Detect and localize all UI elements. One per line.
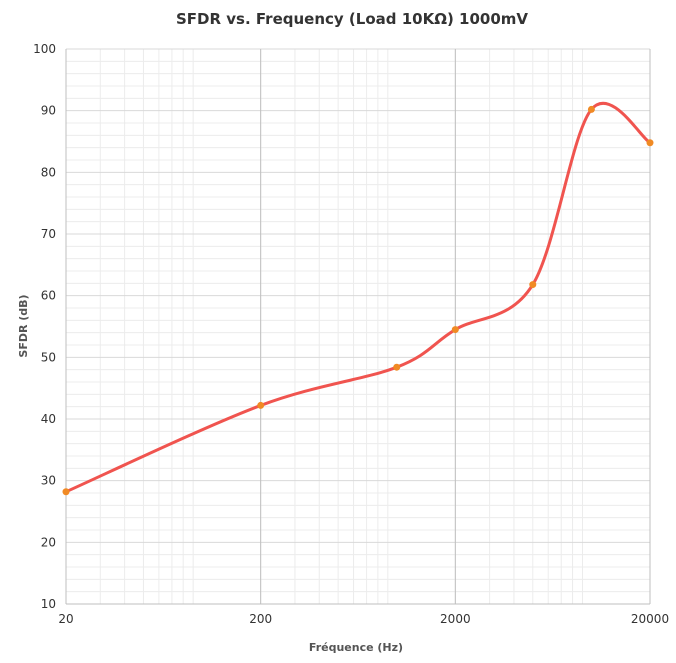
data-point — [62, 488, 70, 496]
major-gridlines — [65, 48, 651, 605]
data-point — [451, 326, 459, 334]
series-layer — [62, 101, 654, 496]
minor-gridlines — [66, 49, 650, 604]
y-tick-label: 70 — [41, 227, 56, 241]
y-tick-label: 10 — [41, 597, 56, 611]
x-axis-label: Fréquence (Hz) — [309, 641, 403, 654]
y-tick-label: 40 — [41, 412, 56, 426]
data-point — [393, 363, 401, 371]
data-point — [257, 401, 265, 409]
chart-title: SFDR vs. Frequency (Load 10KΩ) 1000mV — [176, 10, 528, 28]
y-tick-label: 90 — [41, 104, 56, 118]
y-tick-label: 20 — [41, 535, 56, 549]
y-tick-label: 80 — [41, 165, 56, 179]
axes — [65, 49, 650, 605]
y-axis-label: SFDR (dB) — [17, 294, 30, 357]
x-tick-label: 20000 — [631, 612, 669, 626]
y-tick-label: 30 — [41, 474, 56, 488]
data-point — [646, 139, 654, 147]
y-tick-label: 60 — [41, 289, 56, 303]
y-tick-label: 50 — [41, 350, 56, 364]
x-tick-label: 200 — [249, 612, 272, 626]
series-line — [64, 101, 652, 494]
y-tick-label: 100 — [33, 42, 56, 56]
data-point — [587, 105, 595, 113]
data-point — [529, 281, 537, 289]
x-tick-label: 20 — [58, 612, 73, 626]
x-tick-label: 2000 — [440, 612, 471, 626]
